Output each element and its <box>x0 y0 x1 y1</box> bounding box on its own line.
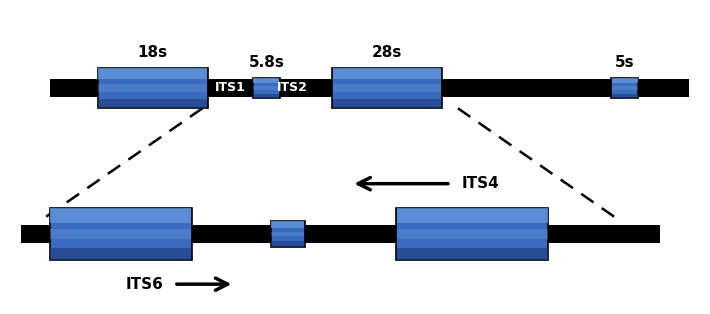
Text: 28s: 28s <box>372 45 402 60</box>
Text: ITS6: ITS6 <box>126 277 163 292</box>
Bar <box>98 68 208 108</box>
Bar <box>332 68 442 108</box>
Bar <box>397 208 548 223</box>
Bar <box>253 86 279 90</box>
Text: ITS4: ITS4 <box>462 176 499 191</box>
Bar <box>333 68 442 79</box>
Text: 5.8s: 5.8s <box>248 55 284 70</box>
Bar <box>50 229 191 239</box>
Bar <box>50 248 191 260</box>
Text: ITS2: ITS2 <box>277 81 308 95</box>
Bar <box>271 231 304 236</box>
Bar <box>612 86 638 90</box>
Bar <box>253 94 279 98</box>
Bar <box>253 78 279 84</box>
Bar <box>21 225 660 242</box>
Bar <box>397 229 548 239</box>
Bar <box>271 241 304 247</box>
Text: 18s: 18s <box>138 45 168 60</box>
Bar <box>333 84 442 92</box>
Bar <box>253 78 280 98</box>
Bar <box>333 99 442 108</box>
Bar <box>611 78 638 98</box>
Bar <box>98 68 207 79</box>
Text: ITS1: ITS1 <box>215 81 246 95</box>
Bar <box>50 208 192 260</box>
Bar <box>271 220 304 228</box>
Bar <box>98 84 207 92</box>
Bar <box>397 248 548 260</box>
Bar <box>271 220 305 247</box>
Text: 5s: 5s <box>615 55 635 70</box>
Bar <box>50 79 689 97</box>
Bar <box>50 208 191 223</box>
Bar <box>612 94 638 98</box>
Bar <box>98 99 207 108</box>
Bar <box>612 78 638 84</box>
Bar <box>396 208 548 260</box>
